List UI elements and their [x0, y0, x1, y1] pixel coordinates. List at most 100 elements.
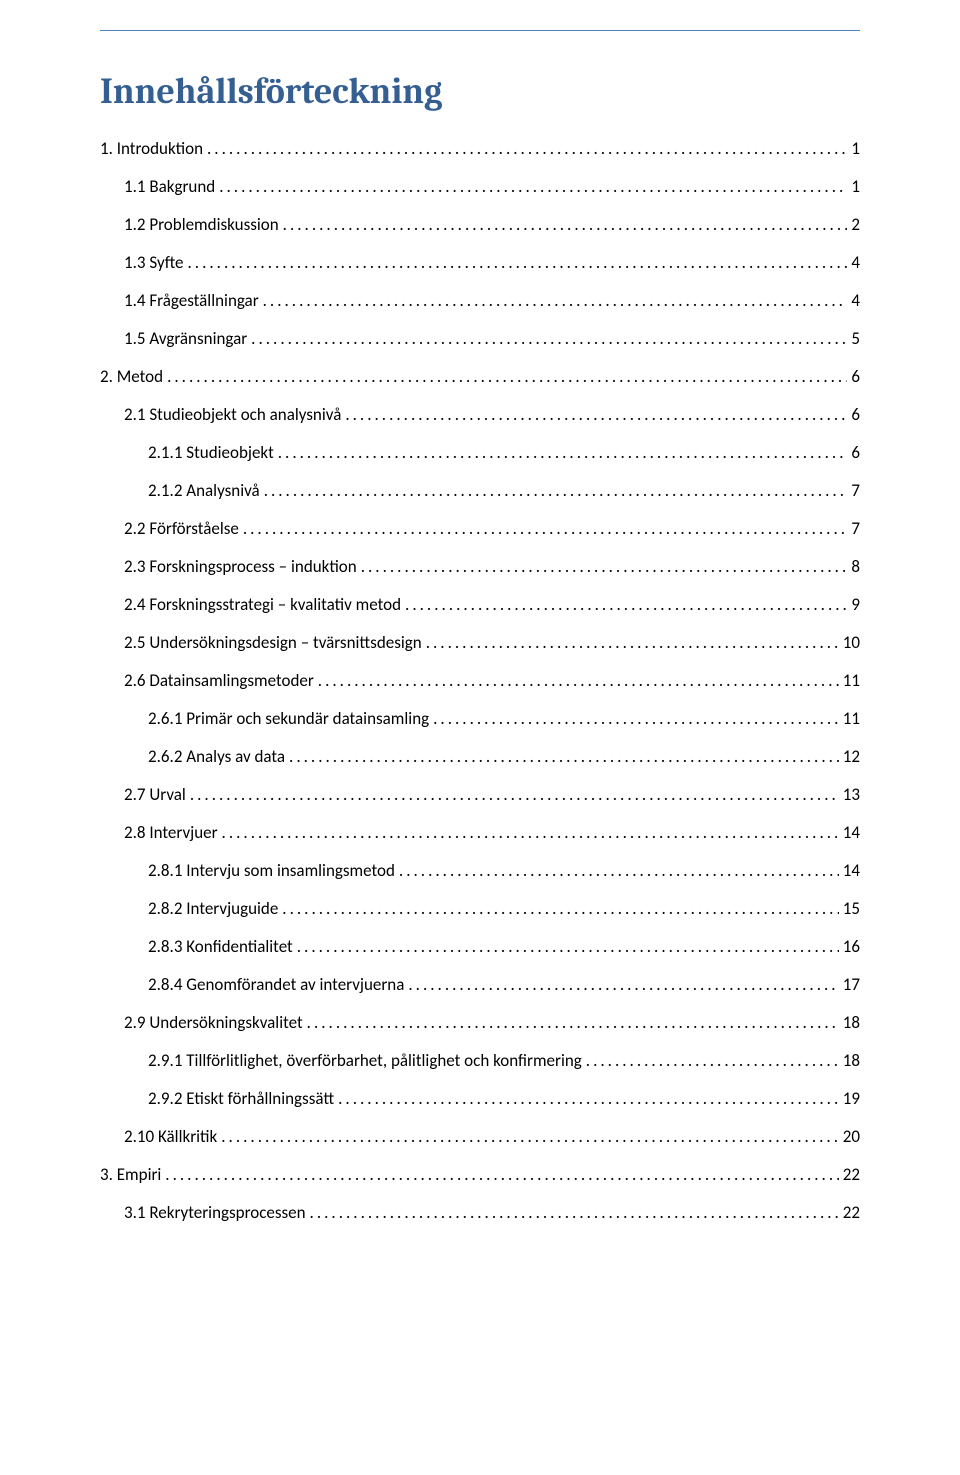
- toc-leader-dots: [318, 672, 839, 689]
- toc-leader-dots: [263, 292, 848, 309]
- toc-entry[interactable]: 1.4 Frågeställningar 4: [100, 292, 860, 309]
- toc-leader-dots: [289, 748, 839, 765]
- toc-leader-dots: [310, 1204, 839, 1221]
- toc-entry-label: 3.1 Rekryteringsprocessen: [124, 1204, 306, 1221]
- toc-entry-page: 12: [843, 748, 860, 765]
- toc-entry-label: 2.8.1 Intervju som insamlingsmetod: [148, 862, 395, 879]
- toc-entry-label: 2.5 Undersökningsdesign – tvärsnittsdesi…: [124, 634, 422, 651]
- toc-leader-dots: [408, 976, 838, 993]
- toc-leader-dots: [426, 634, 839, 651]
- toc-entry[interactable]: 2.2 Förförståelse7: [100, 520, 860, 537]
- toc-entry-label: 2.6.2 Analys av data: [148, 748, 285, 765]
- toc-entry[interactable]: 2.8.1 Intervju som insamlingsmetod14: [100, 862, 860, 879]
- toc-entry[interactable]: 2.6.2 Analys av data 12: [100, 748, 860, 765]
- toc-entry-label: 2.1.1 Studieobjekt: [148, 444, 274, 461]
- toc-entry[interactable]: 2.1.2 Analysnivå 7: [100, 482, 860, 499]
- toc-entry-page: 17: [843, 976, 860, 993]
- toc-leader-dots: [586, 1052, 839, 1069]
- toc-entry-label: 1.3 Syfte: [124, 254, 184, 271]
- toc-leader-dots: [307, 1014, 839, 1031]
- toc-entry[interactable]: 2.7 Urval13: [100, 786, 860, 803]
- toc-leader-dots: [219, 178, 847, 195]
- toc-entry-label: 1. Introduktion: [100, 140, 203, 157]
- toc-entry[interactable]: 2.10 Källkritik20: [100, 1128, 860, 1145]
- toc-leader-dots: [399, 862, 839, 879]
- toc-entry-page: 14: [843, 824, 860, 841]
- toc-entry[interactable]: 1.1 Bakgrund1: [100, 178, 860, 195]
- toc-entry[interactable]: 2.1 Studieobjekt och analysnivå 6: [100, 406, 860, 423]
- toc-entry[interactable]: 2.1.1 Studieobjekt 6: [100, 444, 860, 461]
- toc-entry-label: 2.1 Studieobjekt och analysnivå: [124, 406, 341, 423]
- toc-entry-page: 8: [851, 558, 860, 575]
- toc-entry[interactable]: 2.6.1 Primär och sekundär datainsamling1…: [100, 710, 860, 727]
- toc-entry-page: 11: [843, 710, 860, 727]
- toc-entry[interactable]: 1.5 Avgränsningar 5: [100, 330, 860, 347]
- toc-leader-dots: [165, 1166, 838, 1183]
- toc-entry[interactable]: 2.6 Datainsamlingsmetoder 11: [100, 672, 860, 689]
- toc-entry-page: 6: [851, 444, 860, 461]
- toc-leader-dots: [297, 938, 839, 955]
- toc-entry-page: 22: [843, 1166, 860, 1183]
- toc-entry-page: 1: [851, 178, 860, 195]
- toc-entry[interactable]: 1.3 Syfte 4: [100, 254, 860, 271]
- toc-leader-dots: [433, 710, 839, 727]
- toc-entry[interactable]: 3. Empiri22: [100, 1166, 860, 1183]
- toc-entry-label: 1.2 Problemdiskussion: [124, 216, 279, 233]
- toc-entry[interactable]: 2.8.4 Genomförandet av intervjuerna 17: [100, 976, 860, 993]
- toc-entry-page: 4: [851, 292, 860, 309]
- toc-entry[interactable]: 2.8.2 Intervjuguide 15: [100, 900, 860, 917]
- toc-entry-page: 15: [843, 900, 860, 917]
- toc-entry-page: 7: [851, 482, 860, 499]
- toc-entry-label: 1.5 Avgränsningar: [124, 330, 247, 347]
- toc-entry-label: 2.7 Urval: [124, 786, 186, 803]
- toc-entry[interactable]: 2.3 Forskningsprocess – induktion 8: [100, 558, 860, 575]
- toc-entry-label: 2.1.2 Analysnivå: [148, 482, 260, 499]
- toc-entry-page: 16: [843, 938, 860, 955]
- toc-leader-dots: [251, 330, 847, 347]
- header-rule: [100, 30, 860, 31]
- toc-entry-page: 9: [851, 596, 860, 613]
- page-title: Innehållsförteckning: [100, 71, 860, 112]
- toc-leader-dots: [190, 786, 839, 803]
- toc-entry-page: 11: [843, 672, 860, 689]
- toc-entry-label: 2.8.4 Genomförandet av intervjuerna: [148, 976, 404, 993]
- toc-leader-dots: [264, 482, 848, 499]
- toc-entry-page: 1: [851, 140, 860, 157]
- toc-leader-dots: [207, 140, 847, 157]
- toc-leader-dots: [221, 1128, 839, 1145]
- toc-entry-page: 4: [851, 254, 860, 271]
- toc-entry-page: 20: [843, 1128, 860, 1145]
- toc-entry[interactable]: 2. Metod6: [100, 368, 860, 385]
- toc-entry[interactable]: 2.4 Forskningsstrategi – kvalitativ meto…: [100, 596, 860, 613]
- toc-entry[interactable]: 2.8.3 Konfidentialitet16: [100, 938, 860, 955]
- toc-entry[interactable]: 3.1 Rekryteringsprocessen22: [100, 1204, 860, 1221]
- toc-leader-dots: [188, 254, 848, 271]
- toc-entry[interactable]: 2.8 Intervjuer 14: [100, 824, 860, 841]
- table-of-contents: 1. Introduktion11.1 Bakgrund11.2 Problem…: [100, 140, 860, 1221]
- toc-leader-dots: [283, 216, 848, 233]
- toc-entry-label: 1.4 Frågeställningar: [124, 292, 259, 309]
- toc-entry-page: 6: [851, 368, 860, 385]
- toc-entry-label: 2.8.2 Intervjuguide: [148, 900, 278, 917]
- toc-entry[interactable]: 1. Introduktion 1: [100, 140, 860, 157]
- toc-entry-label: 2.4 Forskningsstrategi – kvalitativ meto…: [124, 596, 401, 613]
- toc-entry-page: 10: [843, 634, 860, 651]
- toc-entry[interactable]: 2.9 Undersökningskvalitet18: [100, 1014, 860, 1031]
- toc-leader-dots: [278, 444, 848, 461]
- toc-entry-label: 2.6 Datainsamlingsmetoder: [124, 672, 314, 689]
- toc-leader-dots: [405, 596, 847, 613]
- toc-entry-label: 2.8 Intervjuer: [124, 824, 218, 841]
- toc-entry-page: 5: [851, 330, 860, 347]
- toc-entry-label: 2.9.2 Etiskt förhållningssätt: [148, 1090, 334, 1107]
- toc-entry-label: 2.9.1 Tillförlitlighet, överförbarhet, p…: [148, 1052, 582, 1069]
- toc-leader-dots: [222, 824, 839, 841]
- toc-entry-page: 18: [843, 1052, 860, 1069]
- toc-entry[interactable]: 1.2 Problemdiskussion2: [100, 216, 860, 233]
- toc-entry-page: 6: [851, 406, 860, 423]
- toc-entry-label: 2.3 Forskningsprocess – induktion: [124, 558, 357, 575]
- toc-entry-label: 2.9 Undersökningskvalitet: [124, 1014, 303, 1031]
- toc-leader-dots: [167, 368, 847, 385]
- toc-entry[interactable]: 2.9.2 Etiskt förhållningssätt19: [100, 1090, 860, 1107]
- toc-entry[interactable]: 2.5 Undersökningsdesign – tvärsnittsdesi…: [100, 634, 860, 651]
- toc-entry[interactable]: 2.9.1 Tillförlitlighet, överförbarhet, p…: [100, 1052, 860, 1069]
